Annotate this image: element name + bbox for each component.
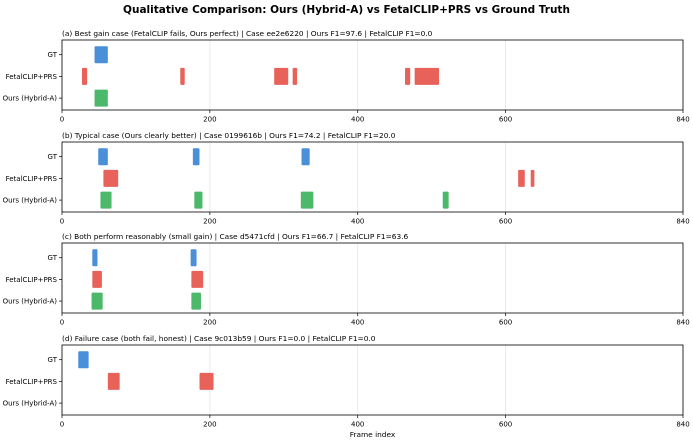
panel-b-xtick-label: 600: [499, 218, 512, 226]
panel-b-segment-gt: [301, 148, 310, 166]
panel-b-frame: [61, 141, 684, 213]
panel-a-frame: [61, 39, 684, 111]
panel-d-segment-fetalclip-prs: [107, 372, 120, 390]
panel-c-segment-fetalclip-prs: [191, 270, 204, 288]
panel-b-segment-ours-hybrid-a-: [442, 191, 449, 209]
panel-a-xtick-label: 200: [203, 116, 216, 124]
panel-d-row-label: FetalCLIP+PRS: [6, 378, 58, 386]
panel-a-segment-fetalclip-prs: [81, 67, 88, 85]
panel-c-row-label: GT: [48, 254, 58, 262]
panel-d-title: (d) Failure case (both fail, honest) | C…: [62, 334, 376, 343]
panel-d-segment-gt: [78, 351, 89, 369]
panel-b-row-label: FetalCLIP+PRS: [6, 175, 58, 183]
panel-b-segment-ours-hybrid-a-: [100, 191, 112, 209]
panel-d-xtick-label: 600: [499, 421, 512, 429]
panel-d-frame: [61, 344, 684, 416]
panel-c-frame: [61, 242, 684, 314]
panel-c-row-label: FetalCLIP+PRS: [6, 276, 58, 284]
panel-a-xtick-label: 0: [60, 116, 64, 124]
panel-a-segment-fetalclip-prs: [180, 67, 185, 85]
panel-d-xtick-label: 840: [676, 421, 689, 429]
panel-b-segment-ours-hybrid-a-: [194, 191, 203, 209]
panel-a-segment-ours-hybrid-a-: [94, 89, 108, 107]
panel-b-xtick-label: 200: [203, 218, 216, 226]
panel-d-segment-fetalclip-prs: [199, 372, 214, 390]
panel-b-xtick-label: 400: [351, 218, 364, 226]
panel-a-segment-fetalclip-prs: [414, 67, 440, 85]
panel-c-row-label: Ours (Hybrid-A): [3, 298, 58, 306]
panel-c-segment-ours-hybrid-a-: [191, 292, 201, 310]
panel-a-segment-gt: [94, 46, 108, 64]
panel-a-row-label: Ours (Hybrid-A): [3, 95, 58, 103]
panel-c-xtick-label: 400: [351, 319, 364, 327]
panel-b-segment-fetalclip-prs: [103, 169, 119, 187]
panel-a-row-label: GT: [48, 51, 58, 59]
panel-b-row-label: Ours (Hybrid-A): [3, 197, 58, 205]
panel-c-segment-gt: [190, 249, 197, 267]
panel-b-xtick-label: 840: [676, 218, 689, 226]
panel-b-segment-fetalclip-prs: [518, 169, 525, 187]
panel-c-title: (c) Both perform reasonably (small gain)…: [62, 232, 409, 241]
panel-b-title: (b) Typical case (Ours clearly better) |…: [62, 131, 396, 140]
panel-a-row-label: FetalCLIP+PRS: [6, 73, 58, 81]
panel-c-segment-gt: [92, 249, 98, 267]
panel-b-row-label: GT: [48, 153, 58, 161]
panel-a-xtick-label: 400: [351, 116, 364, 124]
panel-d-xtick-label: 400: [351, 421, 364, 429]
figure-title: Qualitative Comparison: Ours (Hybrid-A) …: [123, 4, 570, 16]
panel-b-segment-gt: [98, 148, 108, 166]
panel-b-segment-fetalclip-prs: [530, 169, 535, 187]
x-axis-label: Frame index: [350, 430, 396, 439]
panel-c-segment-fetalclip-prs: [92, 270, 102, 288]
panel-c-xtick-label: 600: [499, 319, 512, 327]
panel-a-title: (a) Best gain case (FetalCLIP fails, Our…: [62, 29, 433, 38]
panel-d-xtick-label: 0: [60, 421, 64, 429]
panel-c-segment-ours-hybrid-a-: [91, 292, 103, 310]
panel-c-xtick-label: 840: [676, 319, 689, 327]
panel-d-row-label: GT: [48, 356, 58, 364]
panel-b-segment-ours-hybrid-a-: [300, 191, 314, 209]
panel-b-segment-gt: [192, 148, 200, 166]
panel-a-xtick-label: 840: [676, 116, 689, 124]
panel-a-segment-fetalclip-prs: [274, 67, 289, 85]
panel-b-xtick-label: 0: [60, 218, 64, 226]
panel-a-segment-fetalclip-prs: [405, 67, 411, 85]
panel-d-xtick-label: 200: [203, 421, 216, 429]
panel-d-row-label: Ours (Hybrid-A): [3, 400, 58, 408]
panel-a-xtick-label: 600: [499, 116, 512, 124]
panel-c-xtick-label: 200: [203, 319, 216, 327]
panel-c-xtick-label: 0: [60, 319, 64, 327]
panel-a-segment-fetalclip-prs: [292, 67, 298, 85]
